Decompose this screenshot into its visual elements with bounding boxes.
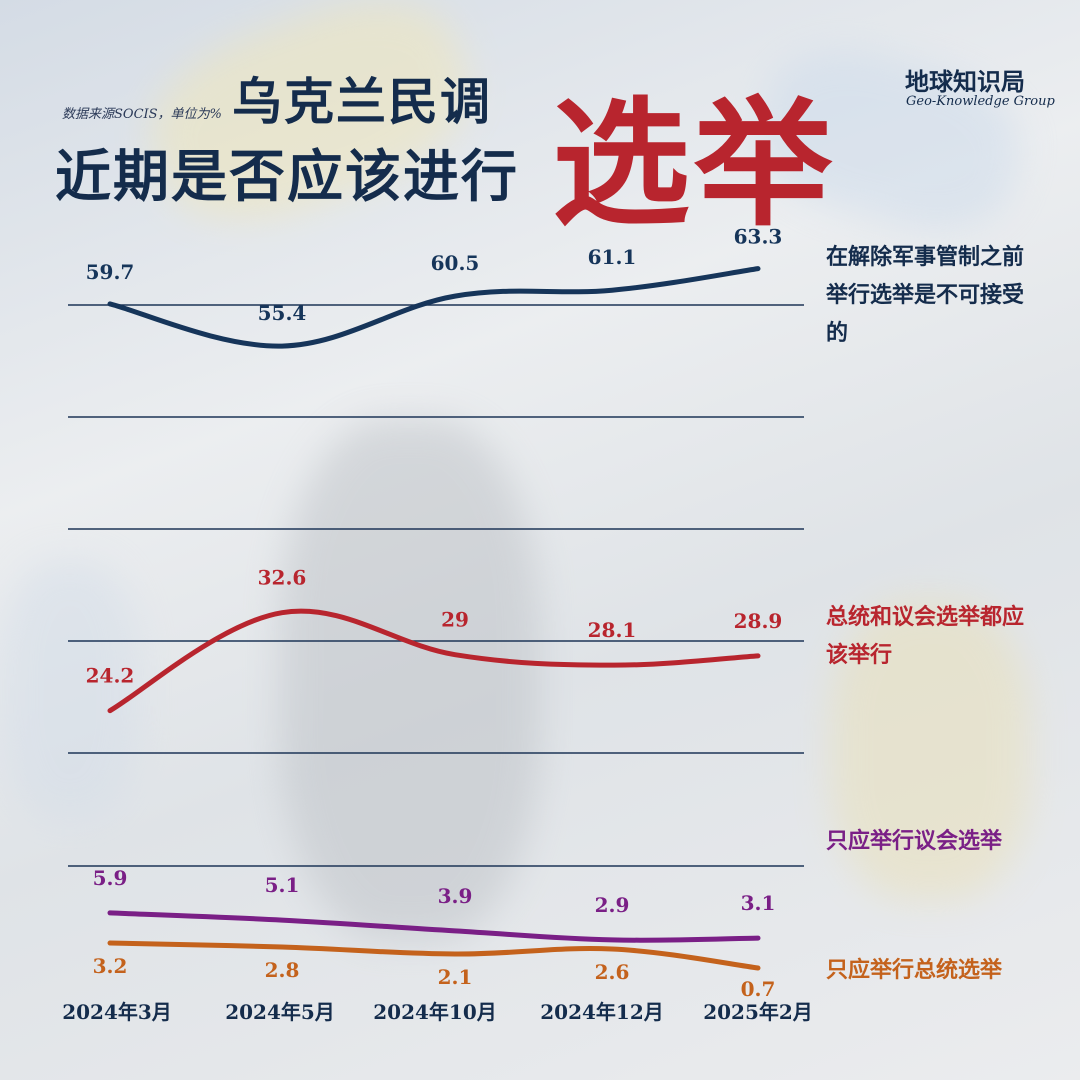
data-label: 3.1 — [741, 891, 776, 915]
title-line-1: 乌克兰民调 — [232, 72, 492, 131]
data-label: 32.6 — [258, 566, 307, 590]
data-label: 24.2 — [86, 664, 135, 688]
brand-subtitle: Geo-Knowledge Group — [906, 94, 1055, 109]
x-tick-label: 2024年3月 — [62, 1000, 172, 1024]
x-tick-label: 2024年12月 — [540, 1000, 664, 1024]
series-line — [107, 608, 761, 714]
data-source-note: 数据来源SOCIS，单位为% — [62, 107, 222, 122]
flag-shape — [0, 560, 140, 820]
data-label: 28.1 — [588, 618, 637, 642]
x-tick-label: 2025年2月 — [703, 1000, 813, 1024]
flag-shape — [830, 600, 1030, 900]
data-label: 2.9 — [595, 893, 630, 917]
data-label: 61.1 — [588, 245, 637, 269]
gridlines — [68, 304, 804, 867]
data-label: 60.5 — [431, 251, 480, 275]
series-line — [107, 940, 761, 971]
data-label: 0.7 — [741, 977, 776, 1001]
series-line — [107, 266, 761, 349]
data-label: 63.3 — [734, 225, 783, 249]
data-label: 3.9 — [438, 884, 473, 908]
x-tick-label: 2024年5月 — [225, 1000, 335, 1024]
series-label-both: 总统和议会选举都应该举行 — [826, 604, 1025, 668]
series-label-president-only: 只应举行总统选举 — [826, 957, 1003, 983]
data-label: 3.2 — [93, 954, 128, 978]
data-label: 2.8 — [265, 958, 300, 982]
data-label: 2.6 — [595, 960, 630, 984]
brand-logo-text: 地球知识局 — [905, 67, 1025, 96]
data-label: 5.9 — [93, 866, 128, 890]
data-label: 59.7 — [86, 260, 135, 284]
data-label: 28.9 — [734, 609, 783, 633]
series-line — [107, 910, 761, 943]
data-label: 5.1 — [265, 873, 300, 897]
series-label-parliament-only: 只应举行议会选举 — [826, 828, 1003, 854]
x-tick-label: 2024年10月 — [373, 1000, 497, 1024]
data-label: 2.1 — [438, 965, 473, 989]
title-line-2: 近期是否应该进行 — [55, 144, 519, 210]
person-silhouette — [280, 420, 540, 940]
data-label: 55.4 — [258, 301, 307, 325]
data-label: 29 — [441, 608, 469, 632]
title-accent: 选举 — [552, 82, 837, 245]
series-label-unacceptable: 在解除军事管制之前举行选举是不可接受的 — [826, 244, 1025, 346]
